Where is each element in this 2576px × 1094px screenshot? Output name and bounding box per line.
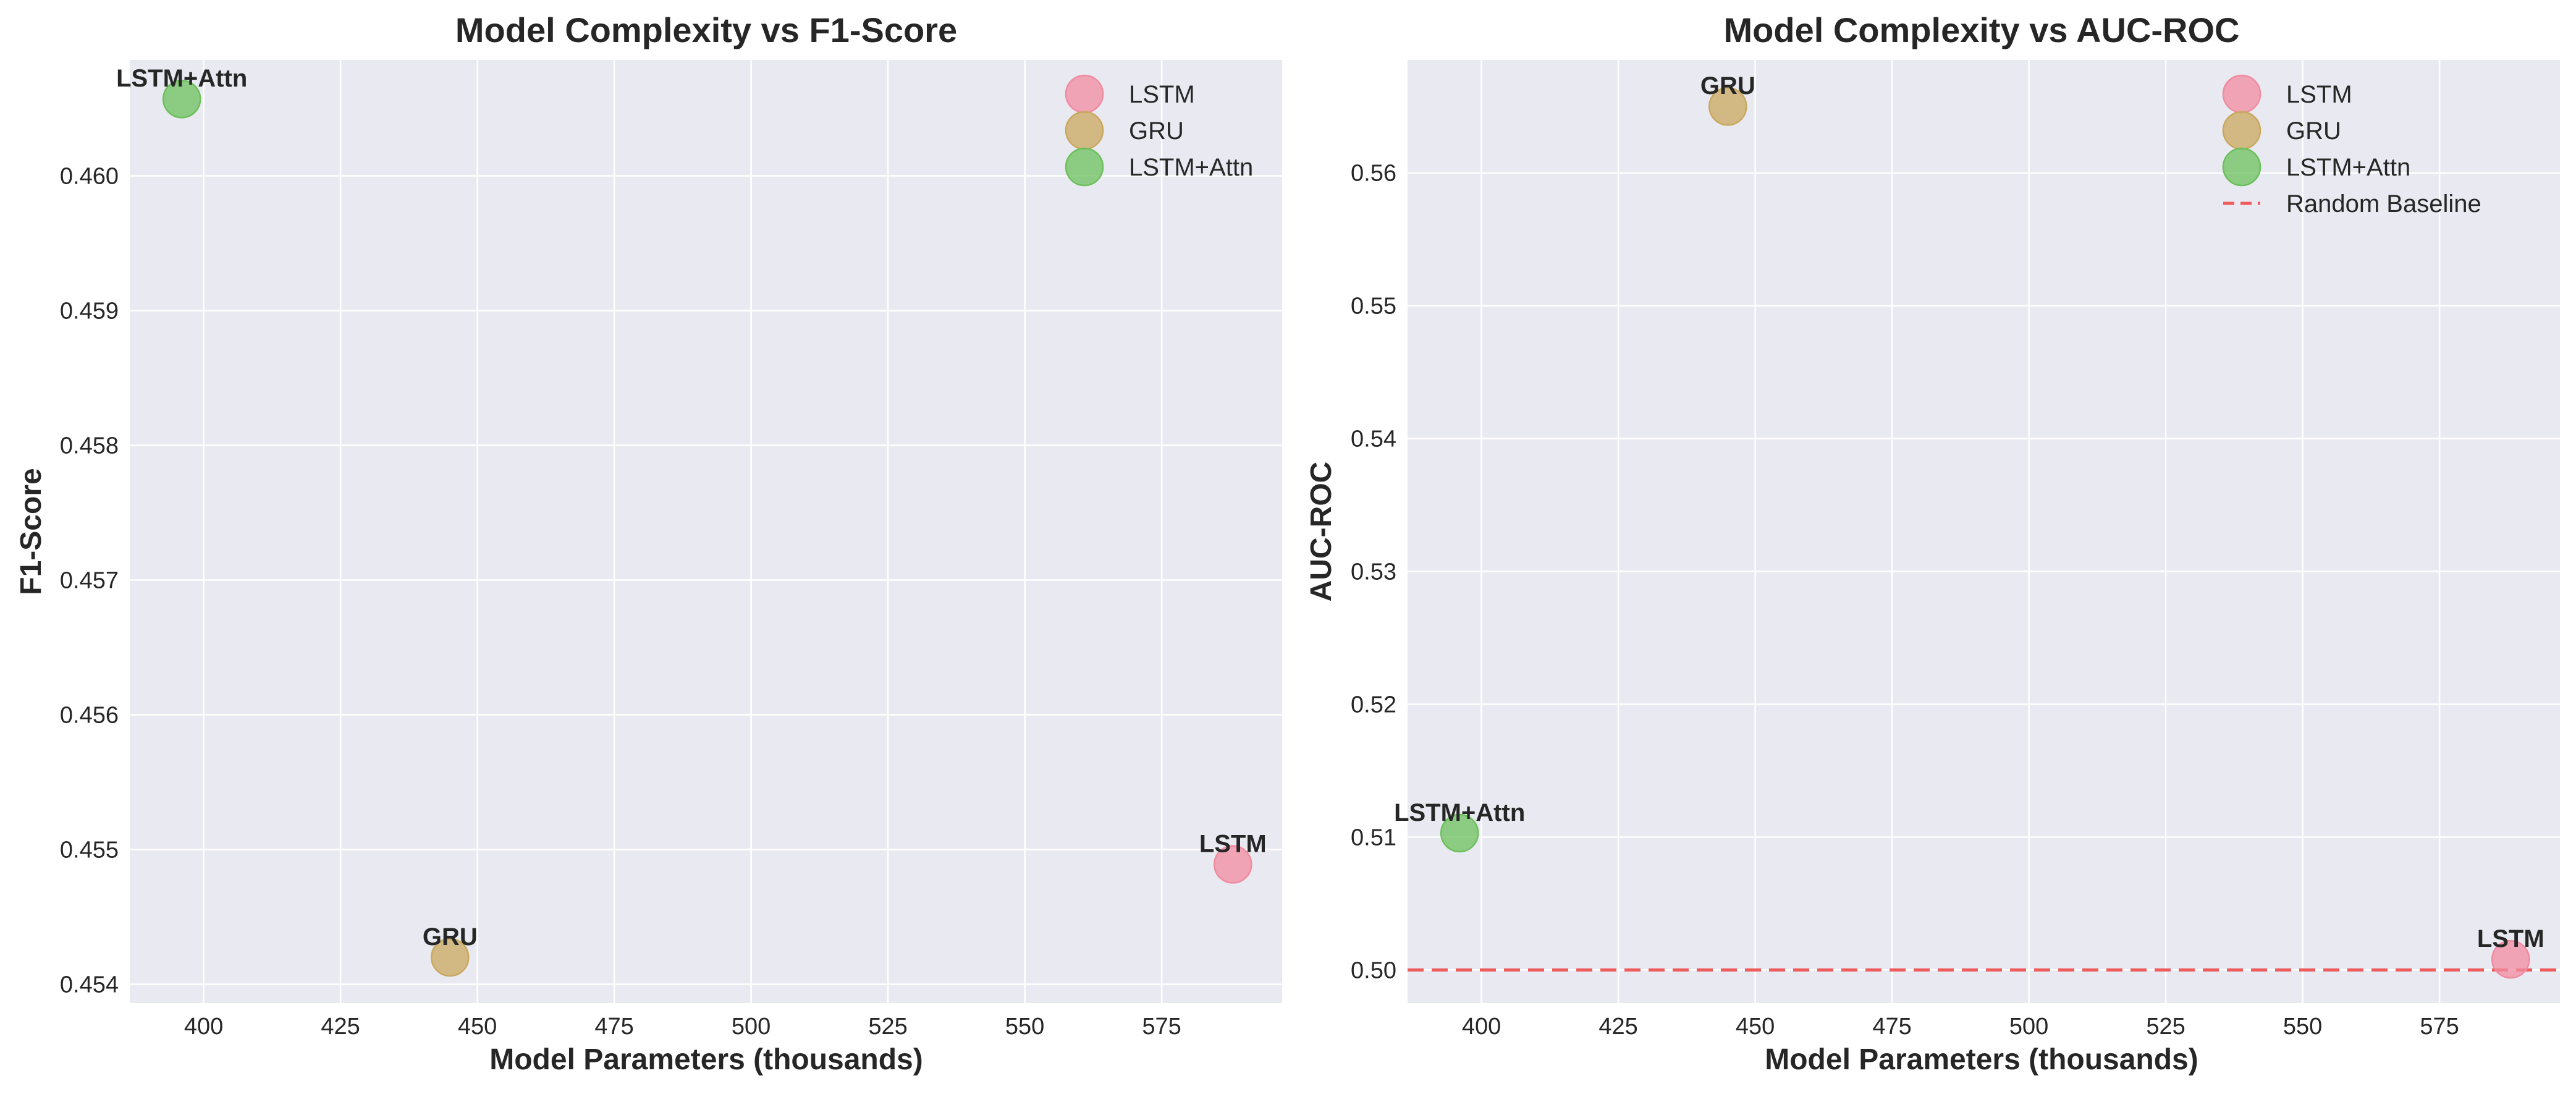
data-point-label: LSTM+Attn [1394,799,1525,826]
x-tick-label: 400 [1462,1014,1501,1040]
x-tick-label: 400 [184,1014,223,1040]
gridlines [130,60,1282,1003]
legend: LSTM GRU LSTM+Attn Random Baseline [2222,74,2481,218]
x-tick-labels: 400 425 450 475 500 525 550 575 [1462,1014,2459,1040]
legend-marker [1065,147,1104,187]
x-tick-label: 500 [2009,1014,2048,1040]
x-tick-label: 575 [2420,1014,2459,1040]
chart-title: Model Complexity vs F1-Score [455,11,957,49]
data-point-label: GRU [1700,72,1755,100]
y-tick-label: 0.460 [60,163,119,189]
chart-f1-score: Model Complexity vs F1-Score 400 425 450 47… [15,11,1282,1076]
plot-area [1408,60,2560,1003]
y-tick-labels: 0.454 0.455 0.456 0.457 0.458 0.459 0.460 [60,163,119,998]
y-tick-label: 0.459 [60,298,119,324]
y-tick-label: 0.54 [1351,426,1396,452]
legend-label: GRU [1129,117,1184,145]
data-point-label: LSTM+Attn [116,65,247,92]
x-tick-label: 500 [732,1014,771,1040]
legend-marker [2222,74,2261,114]
y-tick-label: 0.51 [1351,825,1396,850]
legend-label: Random Baseline [2286,190,2481,218]
legend-marker [2222,147,2261,187]
legend-marker [1065,74,1104,114]
legend-label: LSTM [1129,81,1195,108]
data-point-lstm-attn [1440,813,1479,853]
data-point-label: LSTM [2477,925,2544,952]
legend-label: GRU [2286,117,2341,145]
y-tick-label: 0.457 [60,567,119,593]
legend-marker [2222,111,2261,150]
gridlines [1408,60,2560,1003]
x-axis-label: Model Parameters (thousands) [1765,1043,2198,1076]
data-point-label: GRU [423,923,478,951]
x-tick-label: 525 [2146,1014,2185,1040]
data-points: LSTM GRU LSTM+Attn [1394,72,2544,979]
x-tick-label: 550 [1005,1014,1044,1040]
x-tick-label: 550 [2283,1014,2322,1040]
x-tick-label: 525 [868,1014,907,1040]
y-tick-label: 0.454 [60,972,119,998]
y-tick-label: 0.55 [1351,294,1396,320]
y-axis-label: AUC-ROC [1305,462,1338,602]
x-tick-label: 425 [321,1014,360,1040]
y-tick-label: 0.456 [60,702,119,728]
x-tick-label: 450 [458,1014,497,1040]
y-tick-label: 0.56 [1351,161,1396,187]
data-point-label: LSTM [1199,830,1267,857]
y-tick-labels: 0.50 0.51 0.52 0.53 0.54 0.55 0.56 [1351,161,1396,984]
x-tick-label: 450 [1736,1014,1775,1040]
x-tick-label: 575 [1142,1014,1181,1040]
data-point-lstm-attn [162,79,201,119]
y-axis-label: F1-Score [15,468,48,595]
y-tick-label: 0.50 [1351,957,1396,983]
legend-label: LSTM+Attn [2286,154,2410,181]
x-tick-labels: 400 425 450 475 500 525 550 575 [184,1014,1181,1040]
y-tick-label: 0.53 [1351,559,1396,585]
chart-title: Model Complexity vs AUC-ROC [1724,11,2240,49]
plot-area [130,60,1282,1003]
x-tick-label: 475 [594,1014,633,1040]
x-axis-label: Model Parameters (thousands) [489,1043,923,1076]
y-tick-label: 0.455 [60,837,119,863]
x-tick-label: 475 [1872,1014,1911,1040]
x-tick-label: 425 [1598,1014,1637,1040]
y-tick-label: 0.458 [60,433,119,459]
legend-label: LSTM [2286,81,2352,108]
data-point-gru [431,938,470,977]
data-point-lstm [2491,939,2530,979]
data-point-lstm [1214,845,1252,884]
legend: LSTM GRU LSTM+Attn [1065,74,1253,187]
legend-label: LSTM+Attn [1129,154,1253,181]
legend-marker [1065,111,1104,150]
data-point-gru [1708,87,1747,126]
y-tick-label: 0.52 [1351,692,1396,718]
chart-auc-roc: Model Complexity vs AUC-ROC 400 425 450 475… [1305,11,2560,1076]
data-points: LSTM GRU LSTM+Attn [116,65,1267,977]
